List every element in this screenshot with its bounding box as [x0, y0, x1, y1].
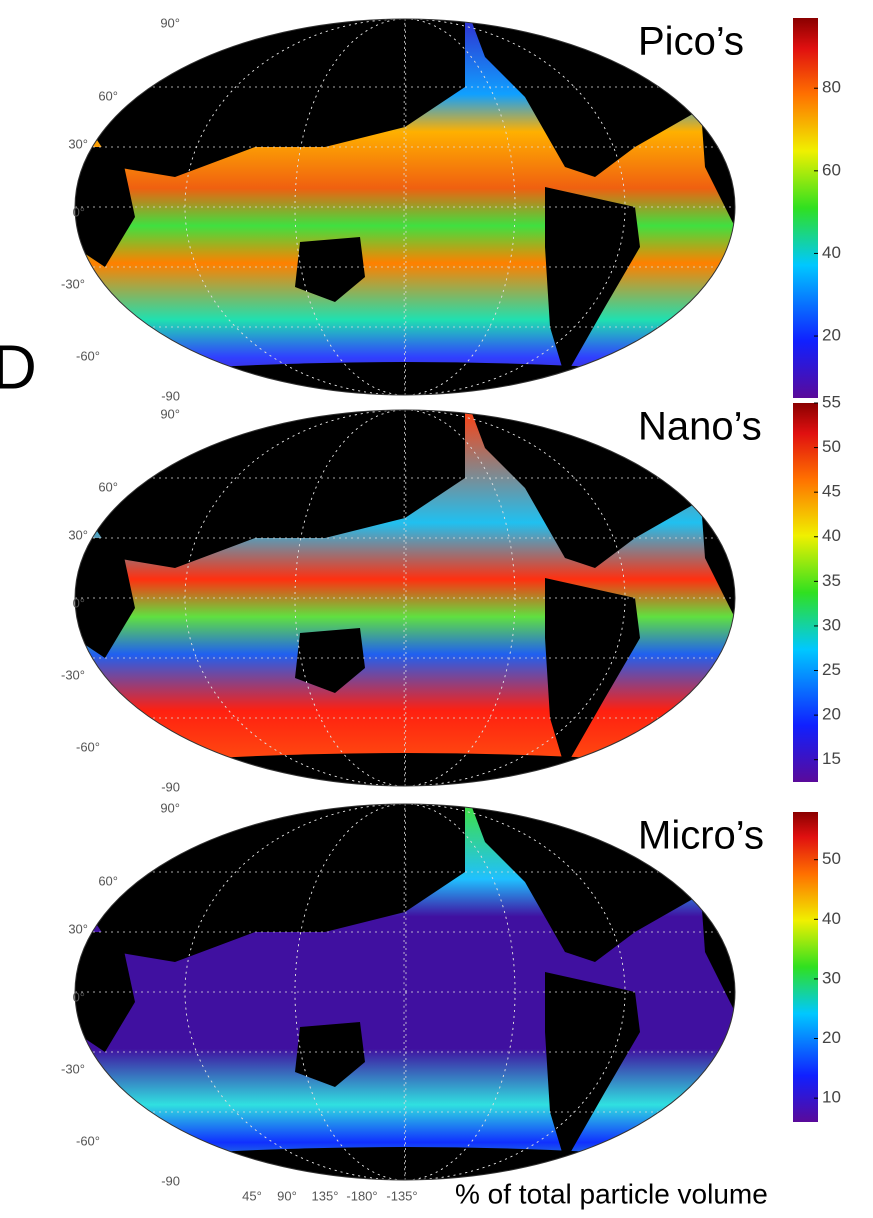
colorbar-tick-label: 50: [822, 849, 841, 868]
colorbar-tick-label: 40: [822, 526, 841, 545]
lat-label: 0°: [73, 595, 85, 610]
colorbar-tick-label: 10: [822, 1088, 841, 1107]
lat-label: -60°: [76, 348, 100, 363]
lat-label: -90: [161, 388, 180, 403]
lat-label: -60°: [76, 739, 100, 754]
lat-label: -30°: [61, 1061, 85, 1076]
colorbar-tick-label: 20: [822, 326, 841, 345]
lon-label: 45°: [242, 1188, 262, 1203]
lat-label: 0°: [73, 204, 85, 219]
lon-label: 135°: [312, 1188, 339, 1203]
colorbar-tick-label: 20: [822, 1028, 841, 1047]
colorbar-tick-label: 60: [822, 160, 841, 179]
colorbar-tick-label: 35: [822, 571, 841, 590]
lat-label: 60°: [98, 873, 118, 888]
colorbar-tick-label: 30: [822, 968, 841, 987]
lat-label: 90°: [160, 406, 180, 421]
lat-label: 0°: [73, 989, 85, 1004]
colorbar-tick-label: 20: [822, 705, 841, 724]
map-panel: [75, 408, 735, 798]
map-body: [75, 17, 735, 407]
map-body: [75, 408, 735, 798]
colorbar: [793, 812, 818, 1122]
lat-label: -90: [161, 779, 180, 794]
lat-label: -60°: [76, 1133, 100, 1148]
lon-label: 90°: [277, 1188, 297, 1203]
lat-label: -30°: [61, 667, 85, 682]
lon-label: -135°: [386, 1188, 417, 1203]
lat-label: -30°: [61, 276, 85, 291]
colorbar: [793, 18, 818, 398]
map-body: [75, 802, 735, 1192]
lon-label: -180°: [346, 1188, 377, 1203]
panel-title: Pico’s: [638, 20, 744, 64]
panel-title: Nano’s: [638, 405, 762, 449]
colorbar-tick-label: 15: [822, 749, 841, 768]
colorbar-tick-label: 40: [822, 243, 841, 262]
lat-label: -90: [161, 1173, 180, 1188]
side-letter: D: [0, 333, 37, 402]
figure: D % of total particle volume 90° 60° 30° 0°…: [0, 0, 873, 1213]
lat-label: 90°: [160, 800, 180, 815]
lat-label: 60°: [98, 88, 118, 103]
colorbar: [793, 403, 818, 782]
map-panel: [75, 17, 735, 407]
lat-label: 30°: [68, 921, 88, 936]
lat-label: 30°: [68, 136, 88, 151]
colorbar-tick-label: 80: [822, 78, 841, 97]
colorbar-tick-label: 40: [822, 909, 841, 928]
footer: % of total particle volume: [455, 1178, 768, 1209]
lat-label: 30°: [68, 527, 88, 542]
colorbar-tick-label: 55: [822, 392, 841, 411]
colorbar-tick-label: 25: [822, 660, 841, 679]
lat-label: 90°: [160, 15, 180, 30]
map-panel: [75, 802, 735, 1192]
colorbar-tick-label: 45: [822, 482, 841, 501]
lat-label: 60°: [98, 479, 118, 494]
colorbar-tick-label: 50: [822, 437, 841, 456]
colorbar-tick-label: 30: [822, 615, 841, 634]
panel-title: Micro’s: [638, 814, 764, 858]
